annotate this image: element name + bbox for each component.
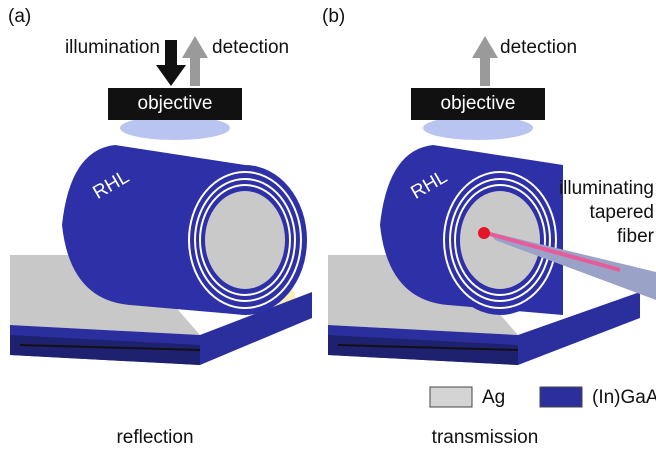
legend-label: Ag	[482, 387, 505, 408]
fiber-label: fiber	[617, 226, 655, 247]
objective-label: objective	[138, 93, 213, 114]
illumination-label: illumination	[65, 37, 160, 58]
light-spot	[478, 227, 490, 239]
legend-label: (In)GaAs	[592, 387, 656, 408]
panel-label: (a)	[8, 6, 31, 27]
detection-label: detection	[212, 37, 289, 58]
legend-swatch	[540, 387, 582, 407]
panel-b: RHL objective (b) detection illuminating…	[322, 6, 656, 448]
caption: reflection	[116, 427, 193, 448]
detection-arrow	[182, 36, 208, 86]
roll-inner	[205, 191, 285, 289]
caption: transmission	[432, 427, 539, 448]
fiber-label: illuminating	[559, 178, 654, 199]
detection-arrow	[472, 36, 498, 86]
illumination-arrow	[156, 40, 186, 86]
figure: RHL objective (a) illumination detection…	[0, 0, 656, 449]
legend: Ag (In)GaAs	[430, 387, 656, 408]
legend-swatch	[430, 387, 472, 407]
panel-a: RHL objective (a) illumination detection…	[8, 6, 312, 448]
panel-label: (b)	[322, 6, 345, 27]
objective-label: objective	[441, 93, 516, 114]
fiber-label: tapered	[590, 202, 654, 223]
detection-label: detection	[500, 37, 577, 58]
